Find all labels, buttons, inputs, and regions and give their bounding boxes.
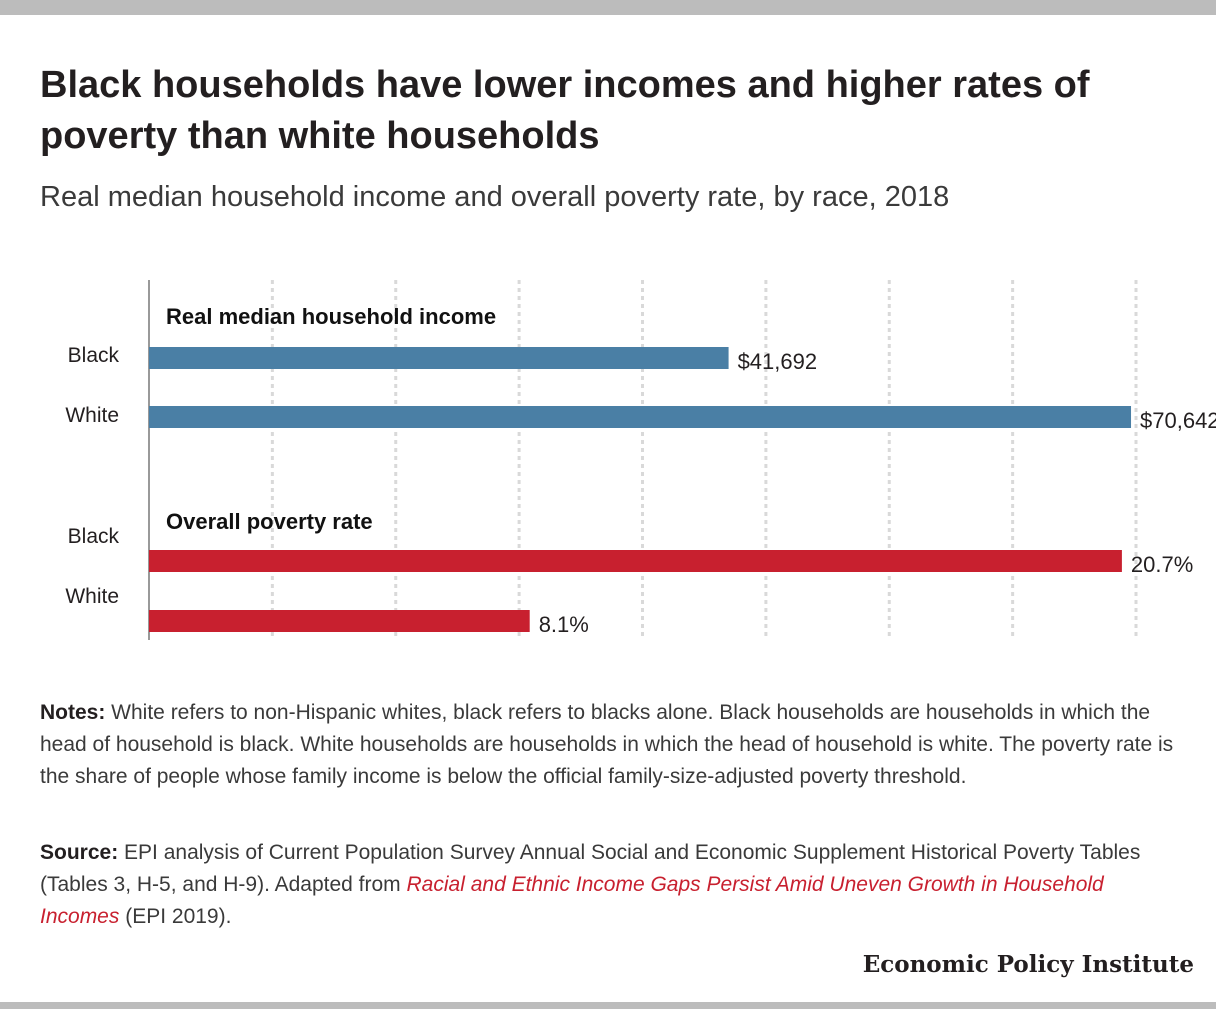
bar-chart: Real median household income Black $41,692… bbox=[65, 280, 1216, 640]
bar bbox=[149, 406, 1132, 428]
value-label: 20.7% bbox=[1131, 552, 1193, 577]
source-text-before: EPI analysis of Current Population Surve… bbox=[40, 841, 1141, 896]
bottom-border bbox=[0, 1002, 1216, 1009]
value-label: $41,692 bbox=[738, 349, 818, 374]
source: Source: EPI analysis of Current Populati… bbox=[40, 837, 1185, 933]
bar bbox=[149, 550, 1122, 572]
panel-label: Real median household income bbox=[166, 304, 496, 329]
notes-label: Notes: bbox=[40, 701, 106, 724]
value-label: 8.1% bbox=[539, 612, 589, 637]
chart-subtitle: Real median household income and overall… bbox=[40, 181, 950, 213]
bar bbox=[149, 610, 530, 632]
bar bbox=[149, 347, 729, 369]
top-border bbox=[0, 0, 1216, 15]
source-link[interactable]: Racial and Ethnic Income Gaps Persist Am… bbox=[40, 873, 1104, 928]
source-label: Source: bbox=[40, 841, 119, 864]
value-label: $70,642 bbox=[1140, 408, 1216, 433]
source-text-after: (EPI 2019). bbox=[119, 905, 232, 928]
category-label: Black bbox=[68, 344, 120, 367]
category-label: Black bbox=[68, 525, 120, 548]
panel-label: Overall poverty rate bbox=[166, 509, 373, 534]
epi-logo-wordmark: Economic Policy Institute bbox=[862, 951, 1194, 978]
notes-text: White refers to non-Hispanic whites, bla… bbox=[40, 701, 1174, 788]
notes: Notes: White refers to non-Hispanic whit… bbox=[40, 697, 1185, 793]
category-label: White bbox=[65, 404, 119, 427]
category-label: White bbox=[65, 585, 119, 608]
chart-title: Black households have lower incomes and … bbox=[40, 64, 1090, 157]
